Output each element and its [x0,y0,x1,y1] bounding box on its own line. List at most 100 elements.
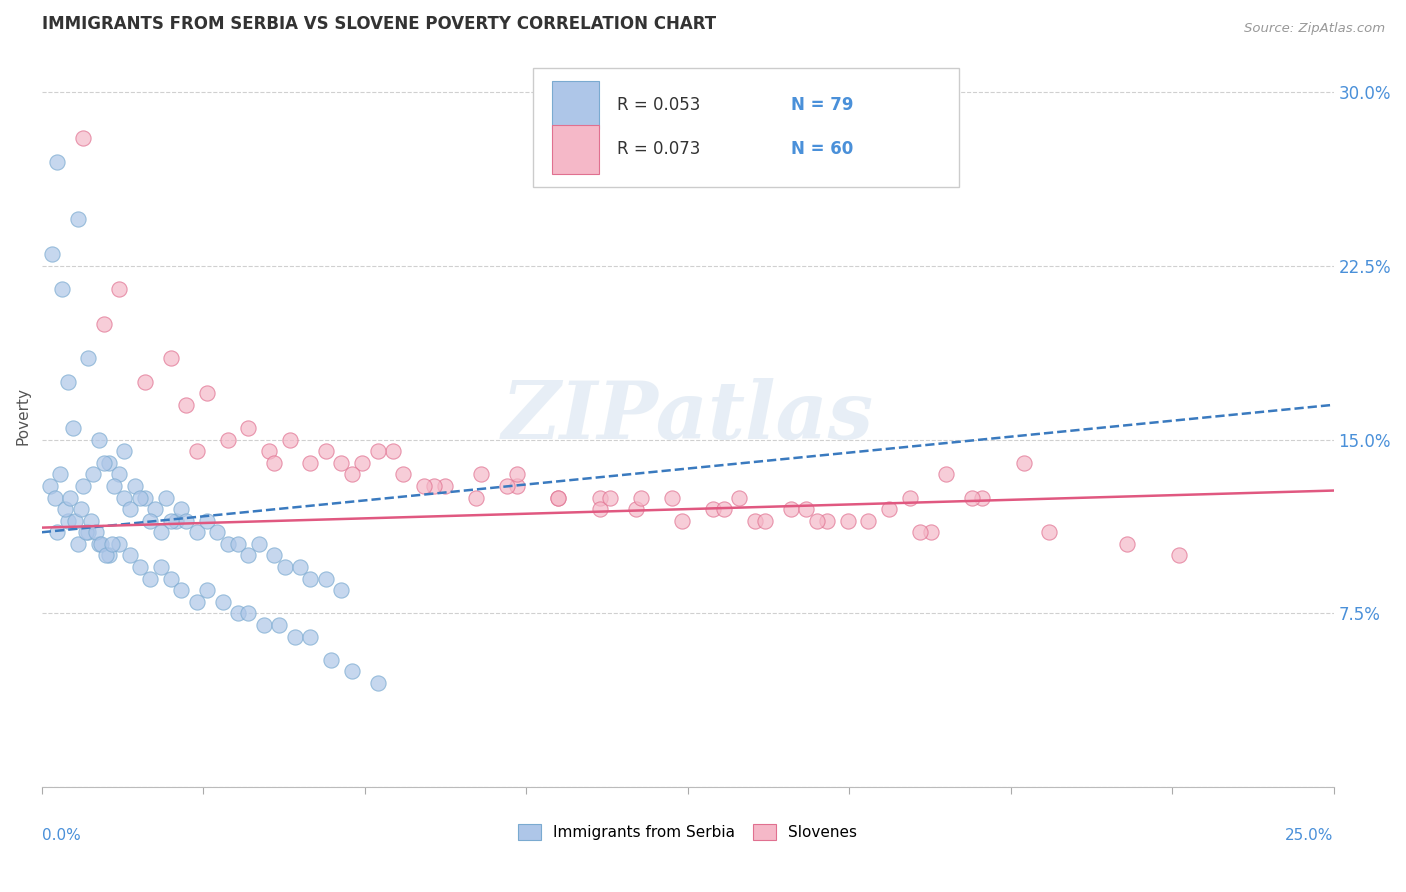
Text: 0.0%: 0.0% [42,828,80,843]
Point [589,491,612,505]
Point [134,375,156,389]
Text: R = 0.073: R = 0.073 [617,140,700,159]
Point [877,502,900,516]
Point [972,491,994,505]
Point [780,502,803,516]
Point [129,560,152,574]
Point [299,572,322,586]
Point [671,514,693,528]
Point [38,479,60,493]
Point [211,595,233,609]
Point [238,607,260,621]
Point [413,479,436,493]
Point [263,456,285,470]
Point [118,549,141,563]
Point [330,456,353,470]
Point [49,467,72,482]
Point [96,549,118,563]
Point [495,479,517,493]
Point [108,467,131,482]
Point [367,444,389,458]
Point [66,537,89,551]
Point [72,479,94,493]
Point [77,525,100,540]
Point [257,444,280,458]
Point [315,572,337,586]
Point [98,456,121,470]
Point [382,444,405,458]
Point [108,537,131,551]
Point [53,502,76,516]
Point [134,491,156,505]
Point [93,317,115,331]
Point [139,514,162,528]
Point [547,491,569,505]
Point [506,467,529,482]
Point [124,479,146,493]
Text: IMMIGRANTS FROM SERBIA VS SLOVENE POVERTY CORRELATION CHART: IMMIGRANTS FROM SERBIA VS SLOVENE POVERT… [42,15,716,33]
Text: ZIPatlas: ZIPatlas [502,377,873,455]
Point [90,537,112,551]
Point [321,653,343,667]
Point [195,583,218,598]
Point [46,154,69,169]
Point [46,525,69,540]
Text: N = 79: N = 79 [792,96,853,114]
Point [103,479,125,493]
Point [506,479,529,493]
Point [935,467,957,482]
Point [176,514,198,528]
Point [186,444,208,458]
Point [149,560,172,574]
Point [72,131,94,145]
Point [41,247,63,261]
Point [796,502,818,516]
Point [299,630,322,644]
Point [75,525,97,540]
Text: R = 0.053: R = 0.053 [617,96,700,114]
Point [288,560,311,574]
Point [340,467,363,482]
Point [176,398,198,412]
Point [217,433,239,447]
FancyBboxPatch shape [553,81,599,129]
Point [114,444,136,458]
Point [1012,456,1035,470]
Point [247,537,270,551]
Y-axis label: Poverty: Poverty [15,387,30,445]
Point [352,456,374,470]
Point [186,525,208,540]
Point [898,491,921,505]
Point [56,514,79,528]
Point [160,572,183,586]
Point [165,514,187,528]
Point [624,502,647,516]
Point [87,537,110,551]
Point [84,525,107,540]
Legend: Immigrants from Serbia, Slovenes: Immigrants from Serbia, Slovenes [512,818,863,847]
Point [170,502,193,516]
Point [155,491,177,505]
Point [80,514,103,528]
Point [630,491,652,505]
FancyBboxPatch shape [553,126,599,174]
Point [238,549,260,563]
Point [82,467,104,482]
Point [661,491,683,505]
Text: 25.0%: 25.0% [1285,828,1333,843]
Point [226,537,249,551]
Point [217,537,239,551]
Point [858,514,880,528]
Point [98,549,121,563]
Point [837,514,859,528]
Point [69,502,91,516]
Point [273,560,295,574]
Point [263,549,285,563]
Point [315,444,337,458]
Point [65,514,87,528]
Point [464,491,486,505]
Point [589,502,612,516]
Point [299,456,322,470]
Point [238,421,260,435]
Point [186,595,208,609]
